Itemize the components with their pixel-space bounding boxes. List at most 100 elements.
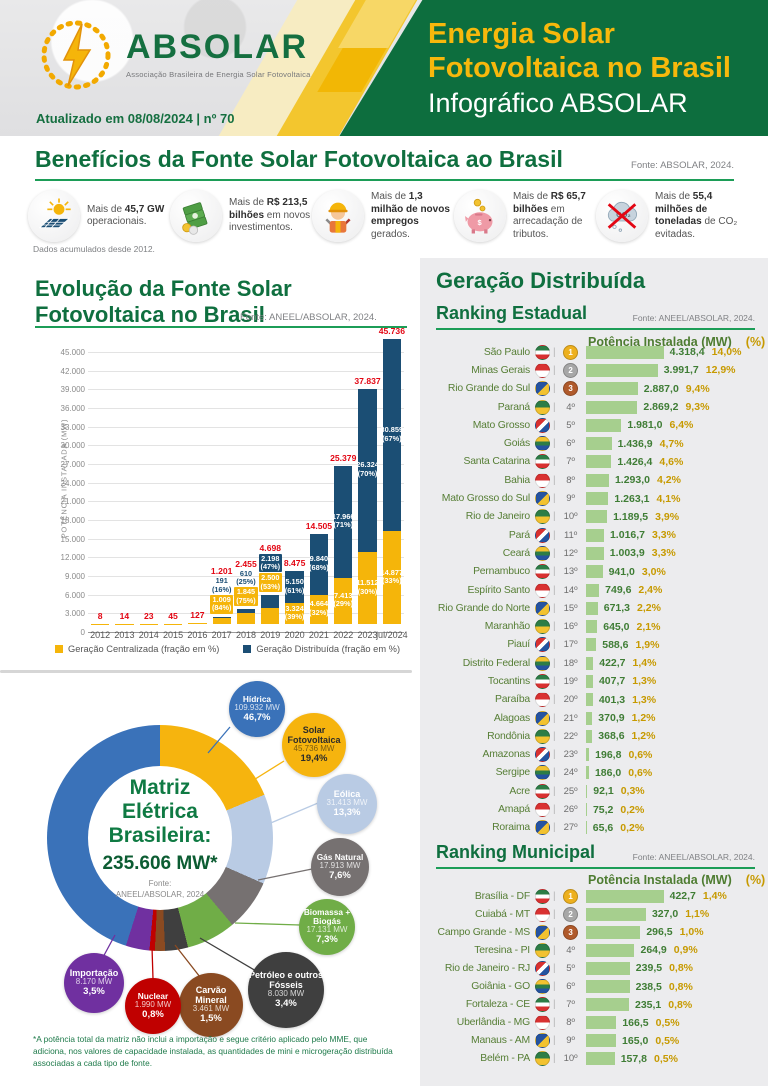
rank-number: 21º: [563, 712, 578, 724]
bar-inside-label: 14.877 (33%): [380, 567, 404, 586]
bar-segment-distribuida: [212, 616, 231, 618]
ranking-percent: 0,5%: [654, 1052, 678, 1065]
ranking-percent: 4,2%: [657, 474, 681, 487]
rank-badge: 10º: [559, 511, 583, 522]
rank-number: 4º: [566, 401, 575, 413]
bar-above-labels: 45.736: [376, 326, 408, 337]
bubble-name: Solar Fotovoltaica: [287, 725, 341, 746]
gridline: [88, 445, 404, 447]
bar-slot: 127: [185, 342, 209, 624]
ranking-percent: 2,4%: [638, 584, 663, 596]
header-title: Energia Solar Fotovoltaica no Brasil Inf…: [428, 18, 762, 119]
ranking-value: 157,8: [620, 1052, 647, 1065]
separator: |: [553, 926, 556, 938]
y-axis-tick: 24.000: [60, 478, 85, 488]
total-label: 37.837: [354, 375, 381, 386]
total-label: 23: [143, 610, 154, 621]
rank-badge: 5º: [559, 963, 583, 974]
bar-slot: 17.966 (71%) 7.413 (29%) 25.379: [330, 342, 356, 624]
bar-segment-distribuida: [236, 608, 256, 613]
rank-badge: 21º: [559, 713, 583, 724]
ranking-row-label: Rio de Janeiro - RJ: [444, 962, 530, 974]
rank-badge: 7º: [559, 456, 583, 467]
benefit-operational-gw: Mais de 45,7 GW operacionais.: [28, 190, 170, 242]
ranking-percent: 0,8%: [669, 962, 694, 975]
ranking-bar: [585, 925, 641, 939]
ranking-value: 165,0: [622, 1034, 649, 1047]
ranking-row-label: Maranhão: [484, 621, 530, 633]
ranking-row-label: Manaus - AM: [470, 1035, 530, 1047]
rank-badge: 3: [559, 924, 583, 940]
ranking-value: 941,0: [608, 565, 635, 578]
separator: |: [553, 767, 556, 779]
ranking-row: Acre | 25º 92,1 0,3%: [428, 782, 766, 800]
separator: |: [553, 639, 556, 651]
bubble-pct: 0,8%: [142, 1008, 164, 1020]
rank-badge: 12º: [559, 548, 583, 559]
ranking-value: 2.887,0: [643, 382, 679, 395]
ranking-bar: [585, 656, 594, 670]
ranking-bar: [585, 1052, 615, 1066]
bar-segment-centralizada: [163, 623, 183, 624]
bubble-mw: 1.990 MW: [134, 999, 172, 1009]
state-flag-icon: [535, 728, 550, 744]
ranking-row: Piauí | 17º 588,6 1,9%: [428, 636, 766, 654]
separator: |: [553, 547, 556, 559]
ranking-percent: 0,9%: [673, 944, 698, 957]
separator: |: [553, 438, 556, 450]
separator: |: [553, 1053, 556, 1065]
donut-center: Matriz Elétrica Brasileira: 235.606 MW* …: [88, 766, 232, 910]
ranking-value: 239,5: [635, 962, 663, 975]
benefit-jobs: Mais de 1,3 milhão de novos empregos ger…: [312, 190, 454, 242]
x-axis-label: 2022: [333, 630, 354, 640]
ranking-row-label: Bahia: [504, 474, 530, 486]
ranking-row: Pernambuco | 13º 941,0 3,0%: [428, 563, 766, 581]
y-axis-tick: 18.000: [60, 516, 85, 525]
ranking-bar: [585, 620, 598, 634]
ranking-row-label: Mato Grosso: [472, 419, 530, 431]
rank-number: 11º: [563, 529, 578, 541]
ranking-value: 368,6: [598, 730, 625, 743]
gd-float: 191 (16%): [211, 576, 232, 594]
separator: |: [553, 962, 556, 974]
bar-above-labels: 23: [133, 611, 165, 622]
rank-badge: 4º: [559, 945, 583, 956]
rank-badge: 15º: [559, 603, 583, 614]
gridline: [88, 632, 404, 633]
ranking-row: Amapá | 26º 75,2 0,2%: [428, 800, 766, 818]
bubble-mw: 17.913 MW: [319, 860, 361, 870]
bar-segment-distribuida: [285, 571, 304, 604]
ranking-value: 645,0: [603, 620, 630, 633]
y-axis-tick: 6.000: [64, 590, 85, 600]
ranking-value: 4.318,4: [669, 346, 705, 359]
rank-number: 23º: [563, 749, 578, 761]
bar-slot: 5.150 (61%) 3.324 (39%) 8.475: [282, 342, 306, 624]
gc-chip: 1.009 (84%): [209, 595, 234, 614]
chart-plot-area: 0 3.000 6.000 9.000 12.000 15.000 18.000 21.000…: [61, 326, 408, 640]
bar-segment-centralizada: [236, 612, 256, 624]
ranking-value: 1.426,4: [617, 455, 653, 468]
bar-segment-distribuida: [382, 339, 401, 532]
municipal-ranking-underline: [436, 867, 755, 869]
state-flag-icon: [535, 564, 550, 580]
municipal-column-header: Potência Instalada (MW) (%): [588, 873, 766, 887]
bubble-mw: 8.170 MW: [75, 977, 113, 987]
x-axis-label: 2012: [90, 630, 111, 640]
state-flag-icon: [535, 820, 550, 836]
rank-number: 6º: [566, 438, 575, 450]
rank-badge: 6º: [559, 981, 583, 992]
ranking-bar: [585, 546, 604, 560]
ranking-row: Manaus - AM | 9º 165,0 0,5%: [428, 1032, 766, 1050]
ranking-bar: [585, 400, 638, 414]
municipal-ranking-rows: Brasília - DF | 1 422,7 1,4% Cuiabá - MT | 2 327…: [428, 887, 766, 1068]
ranking-row-label: Piauí: [507, 639, 530, 651]
rank-badge: 22º: [559, 731, 583, 742]
ranking-bar: [585, 382, 638, 396]
rank-badge: 27º: [559, 822, 583, 833]
ranking-percent: 4,7%: [659, 437, 684, 450]
rank-number: 20º: [563, 694, 578, 706]
ranking-row-label: Pernambuco: [473, 566, 530, 578]
ranking-bar: [585, 674, 593, 688]
ranking-row-label: Distrito Federal: [462, 657, 530, 669]
y-axis-tick: 33.000: [60, 422, 85, 432]
